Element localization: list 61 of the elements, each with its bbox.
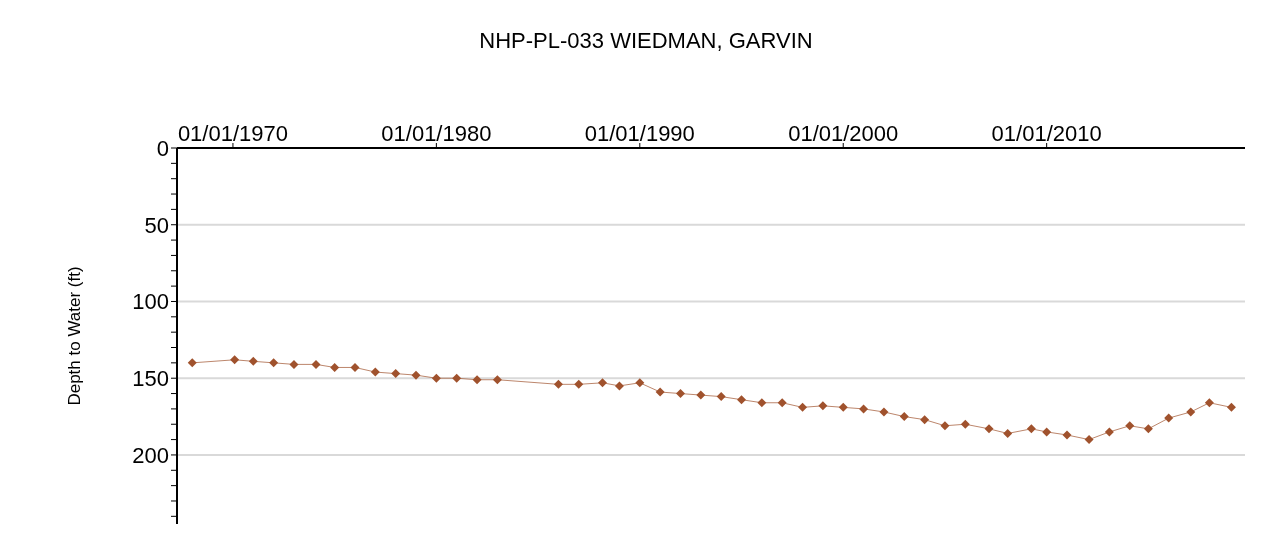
point [798, 402, 808, 412]
y-tick-label: 0 [156, 135, 169, 161]
chart-title: NHP-PL-033 WIEDMAN, GARVIN [478, 28, 814, 54]
point [838, 402, 848, 412]
y-tick-label: 200 [132, 442, 169, 468]
point [350, 362, 360, 372]
point [879, 407, 889, 417]
point [655, 387, 665, 397]
point [1143, 424, 1153, 434]
point [1062, 430, 1072, 440]
point [1026, 424, 1036, 434]
point [452, 373, 462, 383]
point [757, 398, 767, 408]
point [920, 415, 930, 425]
point [553, 379, 563, 389]
y-tick-label: 150 [132, 366, 169, 392]
point [574, 379, 584, 389]
x-tick-label: 01/01/1990 [584, 121, 695, 146]
x-tick-label: 01/01/2000 [788, 121, 899, 146]
x-tick-label: 01/01/2010 [991, 121, 1102, 146]
point [472, 375, 482, 385]
point [289, 359, 299, 369]
point [230, 355, 240, 365]
point [492, 375, 502, 385]
point [635, 378, 645, 388]
point [984, 424, 994, 434]
point [1204, 398, 1214, 408]
point [960, 419, 970, 429]
point [248, 356, 258, 366]
point [311, 359, 321, 369]
point [737, 395, 747, 405]
point [187, 358, 197, 368]
point [431, 373, 441, 383]
point [675, 389, 685, 399]
x-tick-label: 01/01/1970 [177, 121, 288, 146]
point [859, 404, 869, 414]
point [1125, 421, 1135, 431]
point [899, 412, 909, 422]
point [269, 358, 279, 368]
y-axis-title: Depth to Water (ft) [65, 266, 85, 406]
point [1226, 402, 1236, 412]
point [411, 370, 421, 380]
point [370, 367, 380, 377]
point [1003, 428, 1013, 438]
point [716, 392, 726, 402]
point [940, 421, 950, 431]
point [1042, 427, 1052, 437]
point [1186, 407, 1196, 417]
point [777, 398, 787, 408]
point [614, 381, 624, 391]
point [1084, 435, 1094, 445]
point [330, 362, 340, 372]
point [598, 378, 607, 388]
point [696, 390, 706, 400]
point [818, 401, 828, 411]
y-tick-label: 50 [144, 212, 169, 238]
point [1164, 413, 1174, 423]
y-tick-label: 100 [132, 289, 169, 315]
x-tick-label: 01/01/1980 [381, 121, 492, 146]
point [391, 369, 401, 379]
point [1104, 427, 1114, 437]
